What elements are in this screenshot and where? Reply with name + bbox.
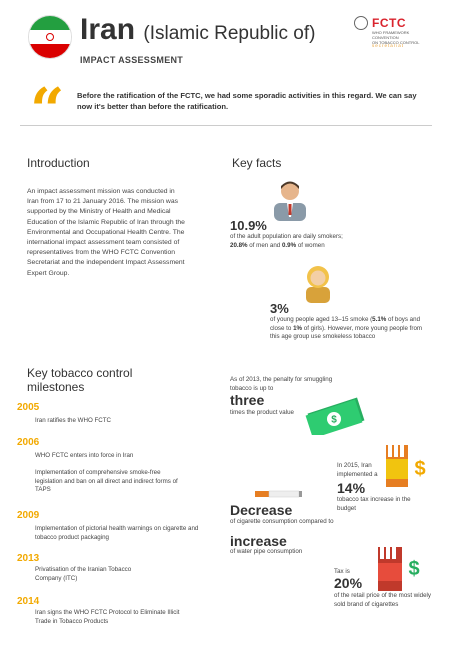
fact-tax-text: tobacco tax increase in the budget — [337, 496, 411, 512]
fact-retail-text: of the retail price of the most widely s… — [334, 592, 431, 608]
fact-smuggling-intro: As of 2013, the penalty for smuggling to… — [230, 376, 333, 392]
fact-retail-intro: Tax is — [334, 568, 350, 575]
fact-tax-value: 14% — [337, 480, 366, 496]
milestone-year: 2009 — [17, 510, 40, 521]
who-emblem-icon — [354, 16, 368, 30]
fact-increase-value: increase — [230, 533, 287, 549]
page-title: Iran (Islamic Republic of) — [80, 13, 316, 46]
page-subtitle: (Islamic Republic of) — [143, 23, 316, 44]
milestone-text: WHO FCTC enters into force in Iran — [35, 452, 134, 459]
introduction-heading: Introduction — [27, 156, 90, 170]
iran-flag-icon — [28, 15, 72, 59]
svg-text:$: $ — [414, 458, 425, 480]
milestone-text: Implementation of pictorial health warni… — [35, 525, 199, 541]
milestone-year: 2006 — [17, 437, 40, 448]
cigarette-pack-red-icon: $ — [378, 547, 420, 591]
fact-adult-text: of the adult population are daily smoker… — [230, 233, 343, 240]
milestone-text: Iran ratifies the WHO FCTC — [35, 417, 111, 424]
brand-name: FCTC — [372, 16, 406, 30]
fact-decrease-text: of cigarette consumption compared to — [230, 518, 334, 525]
divider — [20, 125, 432, 126]
introduction-body: An impact assessment mission was conduct… — [27, 188, 185, 277]
fact-smuggling-text: times the product value — [230, 409, 294, 416]
milestone-year: 2013 — [17, 553, 40, 564]
milestone-text: Implementation of comprehensive smoke-fr… — [35, 469, 178, 494]
milestone-text: Iran signs the WHO FCTC Protocol to Elim… — [35, 609, 180, 625]
fact-increase-text: of water pipe consumption — [230, 548, 303, 555]
cigarette-pack-icon: $ — [386, 445, 426, 487]
svg-text:$: $ — [408, 558, 419, 580]
money-icon: $ — [305, 397, 365, 435]
key-facts-heading: Key facts — [232, 156, 282, 170]
milestone-year: 2014 — [17, 596, 40, 607]
fact-decrease-value: Decrease — [230, 502, 293, 518]
man-icon — [274, 181, 306, 221]
milestones-heading: Key tobacco control milestones — [27, 366, 133, 394]
brand-secretariat: secretariat — [372, 43, 405, 48]
fact-tax-intro: In 2015, Iran implemented a — [337, 462, 378, 478]
milestone-year: 2005 — [17, 402, 40, 413]
milestone-text: Privatisation of the Iranian Tobacco Com… — [35, 566, 132, 582]
fact-youth-value: 3% — [270, 301, 289, 316]
quote-icon: “ — [30, 76, 65, 146]
fact-retail-value: 20% — [334, 575, 363, 591]
cigarette-icon — [255, 490, 302, 498]
girl-icon — [306, 266, 330, 303]
fact-adult-value: 10.9% — [230, 218, 267, 233]
quote-text: Before the ratification of the FCTC, we … — [77, 91, 417, 111]
fact-smuggling-value: three — [230, 392, 265, 408]
svg-text:$: $ — [331, 415, 337, 426]
report-type: IMPACT ASSESSMENT — [80, 55, 184, 65]
